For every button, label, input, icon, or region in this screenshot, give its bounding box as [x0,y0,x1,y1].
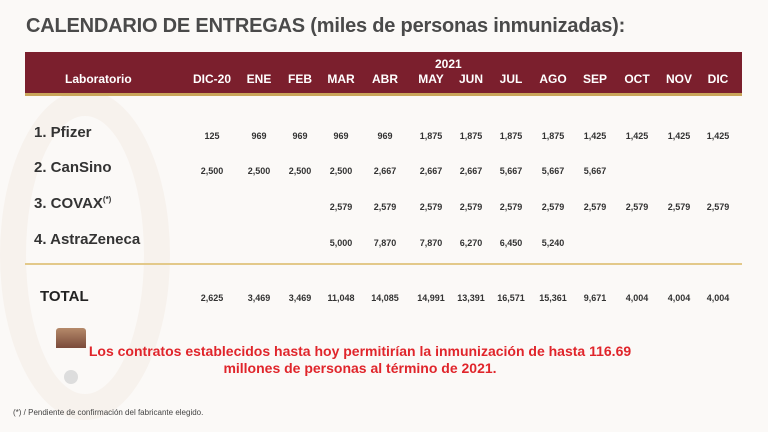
table-cell: 2,579 [541,202,565,212]
row-label: 3. COVAX(*) [34,195,111,212]
table-cell: 2,500 [247,166,271,176]
footnote: (*) / Pendiente de confirmación del fabr… [13,408,204,417]
month-header: ABR [372,72,398,86]
table-cell: 969 [292,131,308,141]
logo-icon [56,328,86,348]
row-label: 1. Pfizer [34,124,92,141]
table-cell: 2,500 [329,166,353,176]
total-cell: 9,671 [583,293,607,303]
total-cell: 4,004 [706,293,730,303]
total-cell: 15,361 [539,293,567,303]
total-cell: 11,048 [327,293,355,303]
seal-icon [64,370,78,384]
total-label: TOTAL [40,288,89,305]
lab-name: 2. CanSino [34,159,112,176]
note-line-2: millones de personas al término de 2021. [223,360,497,376]
total-cell: 16,571 [497,293,525,303]
lab-name: 1. Pfizer [34,124,92,141]
table-cell: 2,667 [373,166,397,176]
table-cell: 1,425 [667,131,691,141]
lab-column-header: Laboratorio [65,72,132,86]
table-cell: 7,870 [373,238,397,248]
total-cell: 4,004 [625,293,649,303]
table-header: 2021 Laboratorio DIC-20 ENE FEB MAR ABR MAY JU… [25,52,742,96]
year-label: 2021 [435,57,462,71]
total-separator [25,263,742,265]
table-cell: 125 [204,131,220,141]
table-cell: 5,240 [541,238,565,248]
header-underline [25,93,742,96]
lab-name: 4. AstraZeneca [34,231,141,248]
month-header: OCT [624,72,650,86]
table-cell: 2,579 [499,202,523,212]
month-header: JUN [458,72,483,86]
lab-name: 3. COVAX [34,195,103,212]
table-cell: 2,579 [459,202,483,212]
month-header: SEP [582,72,607,86]
row-label: 4. AstraZeneca [34,231,140,248]
page-title: CALENDARIO DE ENTREGAS (miles de persona… [26,15,626,37]
table-cell: 2,579 [706,202,730,212]
table-cell: 1,875 [459,131,483,141]
table-cell: 6,270 [459,238,483,248]
month-header: DIC-20 [192,72,231,86]
table-cell: 1,425 [583,131,607,141]
table-cell: 1,875 [419,131,443,141]
table-cell: 969 [333,131,349,141]
table-cell: 5,000 [329,238,353,248]
table-cell: 2,579 [329,202,353,212]
total-cell: 4,004 [667,293,691,303]
table-cell: 1,425 [706,131,730,141]
table-cell: 2,579 [625,202,649,212]
month-header: AGO [539,72,567,86]
table-cell: 2,579 [667,202,691,212]
table-cell: 2,579 [583,202,607,212]
table-cell: 1,875 [541,131,565,141]
table-cell: 2,667 [419,166,443,176]
footnote-marker: (*) [102,195,112,204]
total-cell: 14,991 [417,293,445,303]
total-cell: 3,469 [247,293,271,303]
note-line-1: Los contratos establecidos hasta hoy per… [88,343,632,359]
month-header: MAR [327,72,355,86]
table-cell: 2,500 [200,166,224,176]
month-header: JUL [499,72,523,86]
table-cell: 5,667 [499,166,523,176]
table-cell: 2,579 [419,202,443,212]
table-cell: 2,667 [459,166,483,176]
total-cell: 2,625 [200,293,224,303]
table-cell: 969 [377,131,393,141]
total-cell: 13,391 [457,293,485,303]
month-header: NOV [665,72,692,86]
month-header: DIC [707,72,729,86]
month-header: ENE [246,72,272,86]
total-cell: 14,085 [371,293,399,303]
table-cell: 1,425 [625,131,649,141]
table-cell: 1,875 [499,131,523,141]
table-cell: 5,667 [583,166,607,176]
table-cell: 5,667 [541,166,565,176]
table-cell: 969 [251,131,267,141]
month-header: FEB [288,72,312,86]
table-cell: 7,870 [419,238,443,248]
table-cell: 2,579 [373,202,397,212]
row-label: 2. CanSino [34,159,112,176]
table-cell: 6,450 [499,238,523,248]
total-cell: 3,469 [288,293,312,303]
table-cell: 2,500 [288,166,312,176]
month-header: MAY [418,72,444,86]
